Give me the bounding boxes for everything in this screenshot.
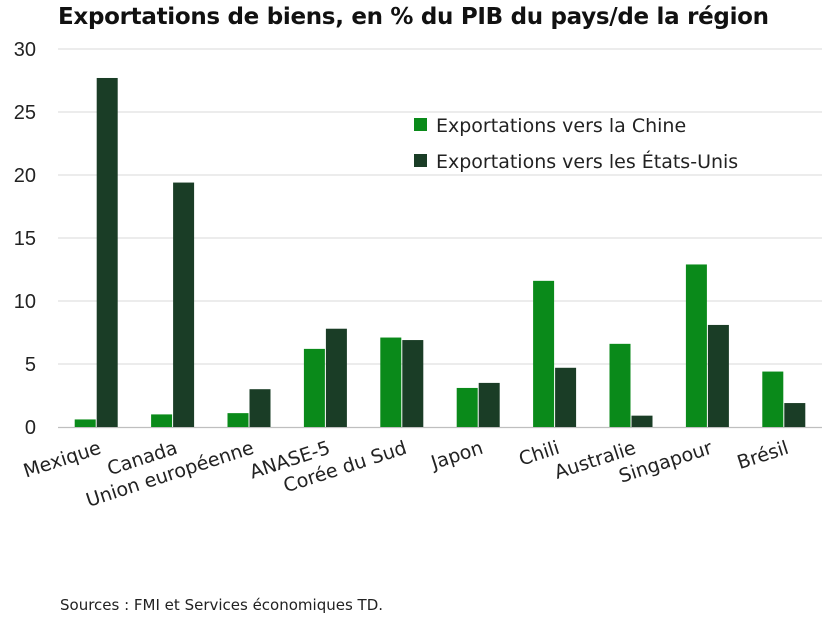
gridlines: [58, 48, 822, 365]
y-axis: 0 5 10 15 20 25 30: [14, 39, 822, 439]
y-tick-label: 30: [14, 39, 36, 61]
bar: [478, 382, 500, 427]
legend-swatch: [414, 154, 427, 167]
x-tick-label: Mexique: [21, 437, 104, 483]
bars: [74, 77, 806, 427]
legend-swatch: [414, 118, 427, 131]
bar: [707, 324, 729, 427]
bar: [303, 348, 325, 427]
legend-label: Exportations vers la Chine: [436, 115, 686, 137]
bar: [631, 415, 653, 427]
bar: [96, 77, 118, 427]
y-tick-label: 25: [14, 102, 36, 124]
bar: [325, 328, 347, 427]
x-tick-label: Japon: [428, 437, 486, 475]
bar: [173, 182, 195, 427]
legend: Exportations vers la Chine Exportations v…: [414, 115, 738, 173]
bar: [402, 340, 424, 427]
bar: [227, 413, 249, 427]
source-note: Sources : FMI et Services économiques TD…: [60, 596, 384, 614]
bar: [380, 337, 402, 427]
bar: [762, 371, 784, 427]
y-tick-label: 0: [25, 417, 36, 439]
y-tick-label: 15: [14, 228, 36, 250]
y-tick-label: 20: [14, 165, 36, 187]
y-tick-label: 10: [14, 291, 36, 313]
bar: [249, 389, 271, 427]
x-tick-label: Brésil: [735, 437, 792, 474]
y-tick-label: 5: [25, 354, 36, 376]
legend-label: Exportations vers les États-Unis: [436, 150, 738, 173]
bar: [456, 387, 478, 427]
bar: [74, 419, 96, 427]
chart-title: Exportations de biens, en % du PIB du pa…: [58, 4, 769, 30]
bar: [555, 367, 577, 427]
bar: [685, 264, 707, 427]
bar: [533, 280, 555, 427]
bar: [609, 343, 631, 427]
bar: [784, 403, 806, 427]
bar: [151, 414, 173, 427]
